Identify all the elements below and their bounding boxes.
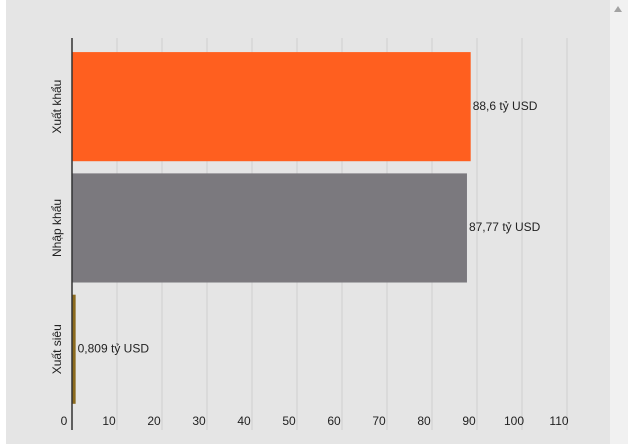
x-tick-label: 60: [327, 414, 341, 428]
bar: [72, 173, 467, 283]
y-tick-label: Nhập khẩu: [50, 199, 64, 257]
bar: [72, 294, 76, 404]
value-label: 88,6 tỷ USD: [473, 99, 538, 113]
x-tick-label: 80: [417, 414, 431, 428]
x-tick-label: 20: [147, 414, 161, 428]
x-tick-label: 110: [549, 414, 568, 428]
bar: [72, 52, 471, 162]
x-tick-label: 30: [192, 414, 206, 428]
scrollbar[interactable]: [610, 0, 628, 444]
y-tick-label: Xuất khẩu: [50, 80, 64, 134]
x-tick-label: 40: [237, 414, 251, 428]
x-tick-label: 90: [462, 414, 476, 428]
value-label: 87,77 tỷ USD: [469, 220, 541, 234]
value-label: 0,809 tỷ USD: [78, 341, 150, 355]
x-tick-label: 70: [372, 414, 386, 428]
scroll-up-arrow[interactable]: [614, 6, 622, 12]
x-tick-label: 10: [102, 414, 116, 428]
x-tick-label: 0: [61, 414, 68, 428]
x-tick-label: 100: [504, 414, 524, 428]
y-tick-label: Xuất siêu: [50, 324, 64, 374]
x-tick-label: 50: [282, 414, 296, 428]
